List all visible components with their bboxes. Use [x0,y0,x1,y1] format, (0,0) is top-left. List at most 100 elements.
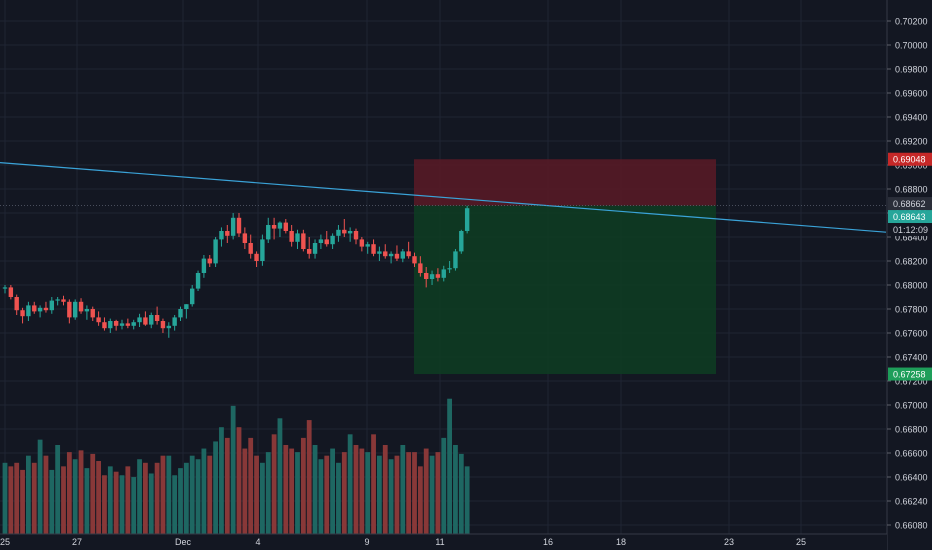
price-tick-label: 0.70200 [895,17,928,27]
volume-bar [178,468,183,534]
volume-bar [49,469,55,534]
candle-body [254,253,259,261]
entry-price-badge-background [888,197,932,211]
volume-bar [458,453,464,534]
volume-bar [213,441,218,534]
candle-body [207,258,212,264]
volume-bar [207,455,213,534]
volume-bar [96,461,101,534]
volume-bar [365,452,371,534]
candle-body [78,301,84,312]
candle-body [283,222,288,231]
candle-body [26,305,31,317]
candle-body [37,307,43,312]
candle [400,249,405,263]
candle-body [14,297,19,311]
trendline[interactable] [0,162,887,233]
stop-price-badge-background [888,152,932,166]
volume-bar [341,452,347,534]
price-tick-label: 0.70000 [895,41,928,51]
volume-bar [143,462,148,534]
candle-body [447,268,452,270]
candle [137,313,142,327]
candle [424,267,429,288]
volume-bar [441,437,447,534]
time-tick-label: 4 [255,537,260,547]
volume-bar [318,459,324,534]
price-tick-label: 0.68200 [895,257,928,267]
time-tick-label: 25 [796,537,806,547]
price-axis[interactable]: 0.70200 0.70000 0.69800 0.69600 0.69400 0.692… [886,0,932,550]
candle-body [295,233,300,242]
candle [201,255,207,278]
countdown-badge-text: 01:12:09 [893,225,928,235]
volume-bar [254,455,259,534]
volume-bar [330,448,335,534]
candle [172,315,177,331]
candle [365,241,370,254]
price-tick-label: 0.66600 [895,449,928,459]
volume-bar [300,437,306,534]
candle-body [429,274,435,279]
candle-body [8,287,14,297]
take-profit-zone [414,205,716,375]
volume-bar [183,462,189,534]
candle [119,319,125,330]
candle-body [113,321,119,326]
volume-bars [2,398,470,534]
candle-body [435,274,441,278]
volume-bar [20,469,25,534]
candle-body [371,244,376,254]
volume-bar [400,445,406,534]
candle [131,319,136,330]
volume-bar [347,434,353,534]
time-tick-label: 27 [72,537,82,547]
volume-bar [172,475,178,534]
candle-body [154,315,160,321]
candle [166,322,171,338]
candle [14,294,19,315]
candle [388,251,394,264]
candle-body [178,309,183,318]
candle [383,244,388,259]
price-tick-label: 0.69800 [895,65,928,75]
volume-bar [107,466,113,534]
candle-body [277,222,283,229]
candle-body [365,244,370,247]
candle [125,318,131,329]
candle-body [73,301,78,318]
candle [353,228,359,245]
candle-body [394,253,400,259]
candle [248,234,253,259]
candle-body [301,233,306,249]
candle [318,234,324,249]
countdown-badge-background [888,223,932,237]
volume-bar [166,455,172,534]
candle-body [102,322,107,329]
candle [55,297,60,306]
candle [266,217,271,243]
candle-body [330,235,335,245]
volume-bar [119,475,125,534]
candle-body [119,323,125,326]
candle-body [324,239,329,245]
candle [441,265,446,282]
candle-body [195,273,201,289]
volume-bar [8,466,14,534]
volume-bar [72,459,78,534]
candle-body [424,273,429,279]
candle [435,268,441,282]
target-price-badge-text: 0.67258 [893,369,926,379]
candle [219,227,224,247]
candlesticks [2,205,470,338]
candle [96,311,101,326]
time-axis[interactable]: 25 27 Dec 4 9 11 16 18 23 25 [0,533,887,550]
candle [43,301,49,313]
candle [61,295,66,306]
candle-body [55,299,60,301]
price-tick-label: 0.69200 [895,137,928,147]
candle-body [96,317,101,323]
volume-bar [61,466,66,534]
volume-bar [412,452,417,534]
